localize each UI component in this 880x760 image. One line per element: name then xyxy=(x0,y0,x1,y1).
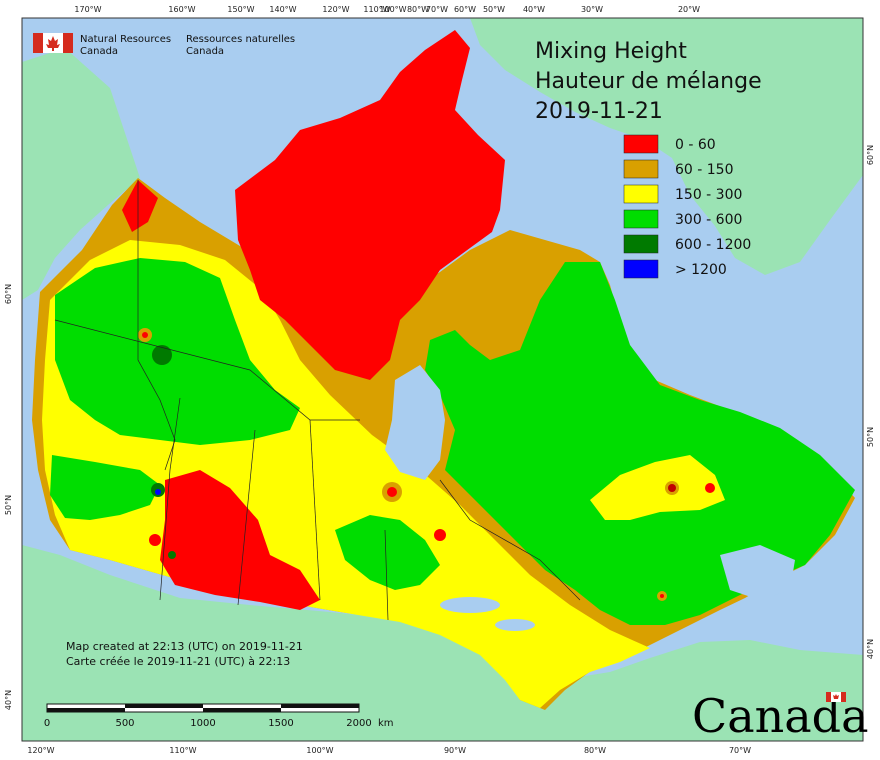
zone-red-arctic xyxy=(235,30,505,380)
top-tick: 160°W xyxy=(168,5,195,14)
legend: 0 - 60 60 - 150 150 - 300 300 - 600 600 … xyxy=(623,134,751,279)
right-tick: 50°N xyxy=(866,427,875,447)
legend-label: 300 - 600 xyxy=(675,212,742,228)
map-date: 2019-11-21 xyxy=(535,99,663,124)
zone-green-east xyxy=(425,262,855,625)
gulf-st-lawrence xyxy=(720,545,795,600)
map-title-fr: Hauteur de mélange xyxy=(535,69,762,94)
top-tick-labels: 170°W 160°W 150°W 140°W 120°W 110°W 100°… xyxy=(74,5,700,14)
hotspot-red-4 xyxy=(668,484,676,492)
top-tick: 20°W xyxy=(678,5,700,14)
scale-bar: 0 500 1000 1500 2000 km xyxy=(44,703,394,729)
legend-label: 150 - 300 xyxy=(675,187,742,203)
bottom-tick: 110°W xyxy=(169,746,196,755)
legend-label: > 1200 xyxy=(675,262,727,278)
credit-fr: Carte créée le 2019-11-21 (UTC) à 22:13 xyxy=(66,655,290,668)
bottom-tick: 80°W xyxy=(584,746,606,755)
great-lake-1 xyxy=(440,597,500,613)
right-tick-labels: 60°N 50°N 40°N xyxy=(866,145,875,659)
zone-green-southwest xyxy=(50,455,160,520)
wordmark-flag-icon xyxy=(826,692,846,702)
top-tick: 50°W xyxy=(483,5,505,14)
bottom-tick-labels: 120°W 110°W 100°W 90°W 80°W 70°W xyxy=(27,746,751,755)
right-tick: 40°N xyxy=(866,639,875,659)
credit-en: Map created at 22:13 (UTC) on 2019-11-21 xyxy=(66,640,303,653)
top-tick: 140°W xyxy=(269,5,296,14)
great-lake-2 xyxy=(495,619,535,631)
canada-flag-icon xyxy=(33,33,73,53)
legend-swatch-600-1200 xyxy=(623,234,659,254)
legend-swatch-150-300 xyxy=(623,184,659,204)
agency-en-line1: Natural Resources xyxy=(80,34,171,45)
right-tick: 60°N xyxy=(866,145,875,165)
zone-yellow-quebec xyxy=(590,455,725,520)
hudson-bay xyxy=(385,365,445,480)
province-boundaries xyxy=(54,180,581,621)
map-border xyxy=(21,17,864,742)
scale-label: 500 xyxy=(115,718,134,729)
bottom-tick: 100°W xyxy=(306,746,333,755)
legend-label: 600 - 1200 xyxy=(675,237,751,253)
legend-swatch-60-150 xyxy=(623,159,659,179)
hotspot-red-6 xyxy=(660,594,664,598)
hotspot-red-5 xyxy=(705,483,715,493)
greenland-landmass xyxy=(470,18,863,275)
top-tick: 60°W xyxy=(454,5,476,14)
top-tick: 150°W xyxy=(227,5,254,14)
bottom-tick: 120°W xyxy=(27,746,54,755)
left-tick-labels: 60°N 50°N 40°N xyxy=(4,284,13,710)
legend-swatch-over-1200 xyxy=(623,259,659,279)
left-tick: 40°N xyxy=(4,690,13,710)
bottom-tick: 70°W xyxy=(729,746,751,755)
left-tick: 60°N xyxy=(4,284,13,304)
top-tick: 80°W xyxy=(407,5,429,14)
zone-green-hudson xyxy=(335,515,440,590)
legend-swatch-0-60 xyxy=(623,134,659,154)
top-tick: 120°W xyxy=(322,5,349,14)
top-tick: 30°W xyxy=(581,5,603,14)
legend-label: 0 - 60 xyxy=(675,137,716,153)
top-tick: 170°W xyxy=(74,5,101,14)
scale-label: 0 xyxy=(44,718,50,729)
zone-red-prairies xyxy=(160,470,320,610)
zone-red-northwest xyxy=(122,180,158,232)
hotspot-blue-1 xyxy=(155,489,161,495)
hotspot-red-1 xyxy=(142,332,148,338)
hotspot-green-2 xyxy=(168,551,176,559)
agency-en-line2: Canada xyxy=(80,46,118,57)
legend-label: 60 - 150 xyxy=(675,162,734,178)
hotspot-red-2 xyxy=(387,487,397,497)
hotspot-red-3 xyxy=(434,529,446,541)
legend-swatch-300-600 xyxy=(623,209,659,229)
hotspot-dark-green xyxy=(152,345,172,365)
scale-label: 1000 xyxy=(190,718,215,729)
usa-landmass xyxy=(22,545,863,741)
agency-fr-line2: Canada xyxy=(186,46,224,57)
left-tick: 50°N xyxy=(4,495,13,515)
top-tick: 100°W xyxy=(379,5,406,14)
scale-label: 1500 xyxy=(268,718,293,729)
map-title-en: Mixing Height xyxy=(535,39,687,64)
top-tick: 70°W xyxy=(426,5,448,14)
bottom-tick: 90°W xyxy=(444,746,466,755)
agency-fr-line1: Ressources naturelles xyxy=(186,34,295,45)
top-tick: 110°W xyxy=(363,5,390,14)
alaska-landmass xyxy=(22,48,140,300)
hotspot-red-7 xyxy=(149,534,161,546)
top-tick: 40°W xyxy=(523,5,545,14)
scale-label: 2000 xyxy=(346,718,371,729)
scale-unit: km xyxy=(378,718,394,729)
